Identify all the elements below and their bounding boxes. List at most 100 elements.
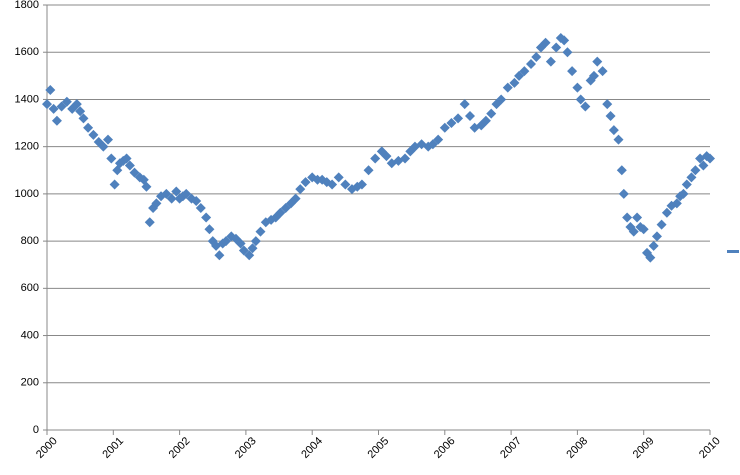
point [151,198,162,209]
point [580,101,591,112]
point [51,115,62,126]
y-tick-label: 1200 [15,141,39,153]
point [214,250,225,261]
point [83,122,94,133]
point [250,236,261,247]
y-tick-label: 200 [21,377,39,389]
point [191,195,202,206]
point [381,151,392,162]
point [608,125,619,136]
point [592,56,603,67]
point [531,51,542,62]
x-tick-label: 2002 [167,435,193,461]
point [204,224,215,235]
point [78,113,89,124]
point [42,99,52,110]
point [628,226,639,237]
point [295,184,306,195]
point [98,141,109,152]
point [144,217,155,228]
point [605,110,616,121]
point [327,179,338,190]
point [238,245,249,256]
y-tick-label: 1800 [15,0,39,11]
x-tick-label: 2006 [432,435,458,461]
point [648,240,659,251]
point [525,59,536,70]
point [597,66,608,77]
point [588,70,599,81]
point [681,179,692,190]
point [129,167,140,178]
point [433,134,444,145]
point [195,203,206,214]
x-tick-label: 2009 [631,435,657,461]
x-tick-label: 2004 [299,435,325,461]
point [453,113,464,124]
y-tick-label: 1000 [15,188,39,200]
point [235,238,246,249]
point [562,47,573,58]
point [280,203,291,214]
point [201,212,212,223]
point [121,153,132,164]
point [559,35,570,46]
point [602,99,613,110]
point [166,193,177,204]
point [464,110,475,121]
point [109,179,120,190]
point [572,82,583,93]
point [300,177,311,188]
point [496,94,507,105]
point [519,66,530,77]
x-tick-label: 2005 [366,435,392,461]
point [502,82,513,93]
point [244,250,255,261]
point [221,236,232,247]
point [275,207,286,218]
point [661,207,672,218]
point [106,153,117,164]
y-tick-label: 800 [21,235,39,247]
x-tick-label: 2010 [697,435,723,461]
point [61,96,72,107]
x-tick-label: 2001 [100,435,126,461]
point [124,160,135,171]
point [446,118,457,129]
x-tick-label: 2008 [564,435,590,461]
point [161,188,172,199]
x-tick-label: 2007 [498,435,524,461]
point [370,153,381,164]
point [88,129,99,140]
y-tick-label: 600 [21,282,39,294]
point [622,212,633,223]
point [171,186,182,197]
point [45,85,56,95]
point [290,193,301,204]
point [459,99,470,110]
point [705,153,715,164]
point [671,198,682,209]
point [686,172,697,183]
point [638,224,649,235]
point [618,188,629,199]
point [255,226,266,237]
point [698,160,709,171]
point [356,179,367,190]
point [616,165,627,176]
point [645,252,656,263]
point [613,134,624,145]
point [56,101,67,112]
point [551,42,562,53]
point [656,219,667,230]
point [48,103,59,114]
point [333,172,344,183]
point [480,115,491,126]
point [247,243,258,254]
point [690,165,701,176]
point [102,134,113,145]
point [575,94,586,105]
point [141,181,152,192]
point [540,37,551,48]
